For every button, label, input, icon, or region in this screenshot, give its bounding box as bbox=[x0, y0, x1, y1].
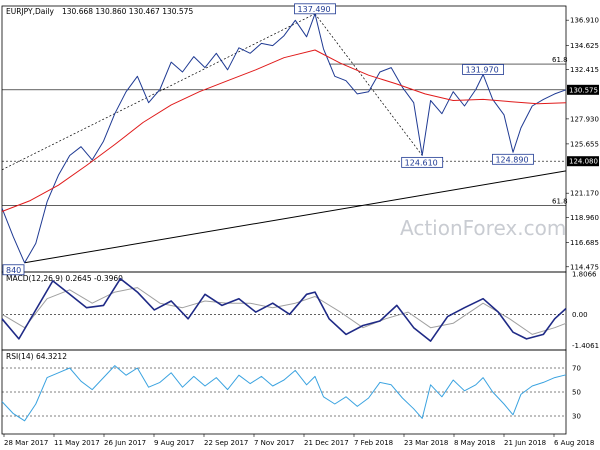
callout-box-3 bbox=[492, 153, 534, 165]
callout-box-2 bbox=[401, 156, 444, 168]
rsi-tick-0: 70 bbox=[572, 365, 581, 373]
macd-signal-line bbox=[1, 287, 567, 335]
long-term-trendline bbox=[24, 170, 567, 264]
x-tick-label-2: 26 Jun 2017 bbox=[104, 439, 146, 447]
rsi-line bbox=[1, 365, 567, 422]
price-tick-5: 125.655 bbox=[570, 140, 599, 148]
current-price-box bbox=[567, 84, 599, 95]
axis-layer: 136.910 134.625 132.415 130.575 127.930 125.6… bbox=[3, 17, 599, 447]
callout-label-0: 137.490 bbox=[298, 5, 331, 14]
price-tick-4: 127.930 bbox=[570, 115, 599, 123]
price-tick-10: 114.475 bbox=[570, 263, 599, 271]
macd-tick-1: 0.00 bbox=[572, 311, 588, 319]
support-price-box bbox=[567, 156, 599, 167]
price-layer: 61.8 61.8 137.490 131.970 124.610 124.890 840 bbox=[1, 3, 568, 276]
callout-box-0 bbox=[294, 3, 336, 15]
moving-average-line bbox=[1, 49, 567, 212]
macd-tick-0: 1.8066 bbox=[572, 271, 597, 279]
price-tick-1: 134.625 bbox=[570, 42, 599, 50]
callout-label-3: 124.890 bbox=[495, 155, 528, 164]
x-tick-label-6: 21 Dec 2017 bbox=[304, 439, 349, 447]
callout-box-4 bbox=[2, 264, 25, 276]
callout-label-2: 124.610 bbox=[405, 158, 438, 167]
x-tick-label-5: 7 Nov 2017 bbox=[254, 439, 294, 447]
x-tick-label-11: 6 Aug 2018 bbox=[554, 439, 594, 447]
x-tick-label-4: 22 Sep 2017 bbox=[204, 439, 248, 447]
macd-layer bbox=[1, 277, 567, 342]
price-series-line bbox=[1, 13, 567, 264]
macd-label: MACD(12,26,9) 0.2645 -0.3960 bbox=[6, 274, 123, 283]
fib-label-1: 61.8 bbox=[552, 197, 568, 205]
x-tick-label-10: 21 Jun 2018 bbox=[504, 439, 546, 447]
callout-label-4: 840 bbox=[6, 266, 21, 275]
price-tick-9: 116.685 bbox=[570, 239, 599, 247]
rsi-layer bbox=[1, 365, 567, 422]
rsi-tick-2: 30 bbox=[572, 413, 581, 421]
x-tick-label-7: 7 Feb 2018 bbox=[354, 439, 393, 447]
x-tick-label-9: 8 May 2018 bbox=[454, 439, 495, 447]
x-tick-label-0: 28 Mar 2017 bbox=[4, 439, 48, 447]
price-tick-6: 124.080 bbox=[569, 158, 598, 166]
x-tick-label-8: 23 Mar 2018 bbox=[404, 439, 448, 447]
callout-label-1: 131.970 bbox=[466, 65, 499, 74]
macd-tick-2: -1.4061 bbox=[572, 342, 599, 350]
chart-title: EURJPY,Daily bbox=[6, 7, 55, 16]
fib-label-0: 61.8 bbox=[552, 56, 568, 64]
rsi-tick-1: 50 bbox=[572, 389, 581, 397]
x-tick-label-3: 9 Aug 2017 bbox=[154, 439, 194, 447]
decline-dashed-line bbox=[314, 13, 423, 156]
chart-ohlc: 130.668 130.860 130.467 130.575 bbox=[62, 7, 193, 16]
x-tick-label-1: 11 May 2017 bbox=[54, 439, 100, 447]
rsi-label: RSI(14) 64.3212 bbox=[6, 352, 67, 361]
price-tick-7: 121.170 bbox=[570, 190, 599, 198]
macd-main-line bbox=[1, 277, 567, 342]
price-tick-8: 118.960 bbox=[570, 214, 599, 222]
callout-box-1 bbox=[462, 64, 504, 75]
price-tick-2: 132.415 bbox=[570, 66, 599, 74]
price-tick-3: 130.575 bbox=[569, 86, 598, 94]
price-tick-0: 136.910 bbox=[570, 17, 599, 25]
watermark: ActionForex.com bbox=[400, 216, 566, 240]
